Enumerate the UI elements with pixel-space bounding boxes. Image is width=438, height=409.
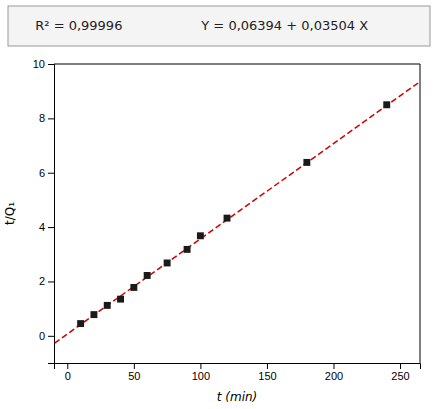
tick-label: 100: [192, 370, 210, 382]
point: [130, 284, 137, 291]
tick-label: 150: [258, 370, 276, 382]
x-axis: 0 50 100 150 200 250: [55, 363, 421, 382]
point: [117, 296, 124, 303]
tick: 200: [325, 363, 343, 382]
tick-mark: [200, 363, 201, 369]
tick-mark: [48, 281, 54, 282]
tick-label: 4: [39, 221, 45, 233]
tick: 0: [65, 363, 71, 382]
tick-mark: [134, 363, 135, 369]
tick-mark: [48, 64, 54, 65]
tick-mark: [48, 173, 54, 174]
tick-label: 200: [325, 370, 343, 382]
axis-line: [48, 65, 55, 364]
point: [224, 215, 231, 222]
y-axis-title: t/Q₁: [3, 202, 17, 225]
tick: 2: [39, 275, 54, 287]
point: [197, 232, 204, 239]
annotation-frame: [8, 6, 430, 46]
annotation-box: R² = 0,99996 Y = 0,06394 + 0,03504 X: [8, 6, 430, 46]
annotation: Y = 0,06394 + 0,03504 X: [200, 18, 368, 33]
point: [383, 101, 390, 108]
tick-mark: [267, 363, 268, 369]
frame: [420, 64, 421, 363]
marks: [54, 82, 420, 349]
plot: 0 50 100 150 200 250 0 2 4 6 8 10: [33, 58, 421, 382]
tick: 6: [39, 167, 54, 179]
regression-line: [54, 82, 420, 349]
tick-mark: [67, 363, 68, 369]
tick: 100: [192, 363, 210, 382]
tick: 250: [391, 363, 409, 382]
point: [184, 246, 191, 253]
tick-label: 50: [128, 370, 140, 382]
tick-label: 8: [39, 112, 45, 124]
point: [77, 320, 84, 327]
frame: [54, 64, 420, 65]
point: [90, 311, 97, 318]
tick: 150: [258, 363, 276, 382]
tick-mark: [48, 227, 54, 228]
tick: 0: [39, 330, 54, 342]
tick-label: 250: [391, 370, 409, 382]
tick-label: 0: [65, 370, 71, 382]
tick-mark: [48, 118, 54, 119]
tick-label: 6: [39, 167, 45, 179]
point: [104, 302, 111, 309]
tick-mark: [48, 336, 54, 337]
tick: 4: [39, 221, 54, 233]
tick-label: 10: [33, 58, 45, 70]
tick-label: 2: [39, 275, 45, 287]
annotation: R² = 0,99996: [35, 18, 122, 33]
x-axis-title: t (min): [217, 390, 258, 404]
point: [303, 159, 310, 166]
tick: 10: [33, 58, 54, 70]
tick-label: 0: [39, 330, 45, 342]
point: [144, 272, 151, 279]
point: [164, 260, 171, 267]
chart: R² = 0,99996 Y = 0,06394 + 0,03504 X 0 50 10…: [0, 0, 438, 409]
axis-line: [55, 364, 421, 370]
tick-mark: [400, 363, 401, 369]
tick: 8: [39, 112, 54, 124]
tick: 50: [128, 363, 140, 382]
tick-mark: [333, 363, 334, 369]
y-axis: 0 2 4 6 8 10: [33, 58, 55, 363]
